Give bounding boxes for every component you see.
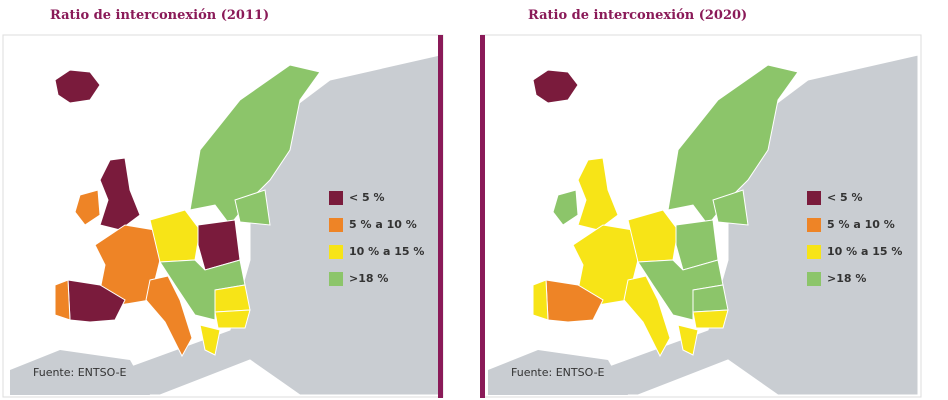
panel-title: Ratio de interconexión (2011) <box>50 8 269 23</box>
legend-swatch <box>807 272 821 286</box>
source-note: Fuente: ENTSO-E <box>33 366 127 379</box>
map-panel: Ratio de interconexión (2011) < 5 % 5 % a … <box>2 8 444 398</box>
frame-bar <box>480 35 485 398</box>
panel-title: Ratio de interconexión (2020) <box>528 8 747 23</box>
country-portugal <box>532 279 549 321</box>
source-note: Fuente: ENTSO-E <box>511 366 605 379</box>
country-portugal <box>54 279 71 321</box>
map-panel: Ratio de interconexión (2020) < 5 % 5 % a … <box>480 8 922 398</box>
country-bulgaria <box>692 309 729 329</box>
country-iceland <box>532 69 579 104</box>
legend-swatch <box>807 191 821 205</box>
legend-swatch <box>329 245 343 259</box>
country-bulgaria <box>214 309 251 329</box>
legend-swatch <box>807 218 821 232</box>
legend-label: >18 % <box>349 272 388 285</box>
country-greece <box>199 324 221 356</box>
country-italy <box>623 275 671 358</box>
legend-swatch <box>329 218 343 232</box>
legend-label: >18 % <box>827 272 866 285</box>
legend-label: 5 % a 10 % <box>349 218 417 231</box>
legend-label: 5 % a 10 % <box>827 218 895 231</box>
legend-swatch <box>329 272 343 286</box>
country-baltic <box>234 189 271 226</box>
country-italy <box>145 275 193 358</box>
country-iceland <box>54 69 101 104</box>
north-africa <box>10 350 150 395</box>
country-romania <box>692 284 729 313</box>
country-ireland <box>552 189 579 226</box>
legend-swatch <box>807 245 821 259</box>
country-baltic <box>712 189 749 226</box>
legend-label: < 5 % <box>349 191 385 204</box>
legend-swatch <box>329 191 343 205</box>
legend-label: 10 % a 15 % <box>827 245 902 258</box>
north-africa <box>488 350 628 395</box>
country-greece <box>677 324 699 356</box>
frame-bar <box>438 35 443 398</box>
country-ireland <box>74 189 101 226</box>
legend-label: < 5 % <box>827 191 863 204</box>
country-romania <box>214 284 251 313</box>
legend-label: 10 % a 15 % <box>349 245 424 258</box>
